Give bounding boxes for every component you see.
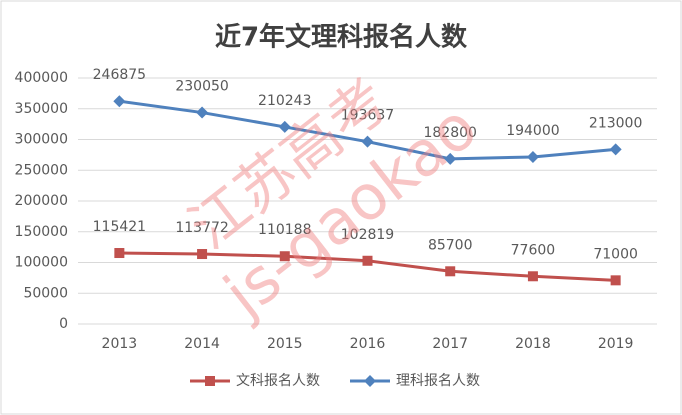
- data-label: 77600: [511, 242, 556, 258]
- data-label: 182800: [423, 125, 476, 141]
- data-label: 115421: [93, 219, 146, 235]
- data-label: 194000: [506, 123, 559, 139]
- marker: [279, 251, 290, 262]
- y-tick-label: 150000: [15, 224, 68, 240]
- data-label: 230050: [175, 79, 228, 95]
- marker: [278, 120, 291, 133]
- y-tick-label: 100000: [15, 255, 68, 271]
- data-label: 246875: [93, 67, 146, 83]
- legend-label: 理科报名人数: [396, 373, 480, 389]
- x-tick-label: 2016: [350, 336, 386, 352]
- data-label: 102819: [341, 227, 394, 243]
- marker: [361, 135, 374, 148]
- marker: [196, 106, 209, 119]
- marker: [114, 248, 125, 259]
- x-tick-label: 2017: [432, 336, 468, 352]
- data-label: 110188: [258, 222, 311, 238]
- marker: [364, 375, 376, 387]
- y-tick-label: 400000: [15, 70, 68, 86]
- chart-title: 近7年文理科报名人数: [215, 22, 468, 53]
- y-tick-label: 300000: [15, 132, 68, 148]
- x-tick-label: 2015: [267, 336, 303, 352]
- marker: [444, 152, 457, 165]
- marker: [362, 255, 373, 266]
- data-label: 210243: [258, 93, 311, 109]
- marker: [609, 143, 622, 156]
- marker: [113, 95, 126, 108]
- data-label: 193637: [341, 108, 394, 124]
- marker: [526, 150, 539, 163]
- data-label: 213000: [589, 115, 642, 131]
- y-tick-label: 350000: [15, 101, 68, 117]
- data-label: 113772: [175, 220, 228, 236]
- x-tick-label: 2018: [515, 336, 551, 352]
- y-tick-label: 250000: [15, 162, 68, 178]
- marker: [610, 275, 621, 286]
- y-tick-label: 50000: [23, 285, 68, 301]
- legend-label: 文科报名人数: [236, 373, 320, 389]
- marker: [445, 266, 456, 277]
- x-tick-label: 2013: [102, 336, 138, 352]
- data-label: 85700: [428, 237, 473, 253]
- y-tick-label: 200000: [15, 193, 68, 209]
- y-tick-label: 0: [59, 316, 68, 332]
- data-label: 71000: [593, 246, 638, 262]
- marker: [205, 376, 215, 386]
- x-tick-label: 2014: [184, 336, 220, 352]
- x-tick-label: 2019: [598, 336, 634, 352]
- marker: [527, 271, 538, 282]
- marker: [197, 249, 208, 260]
